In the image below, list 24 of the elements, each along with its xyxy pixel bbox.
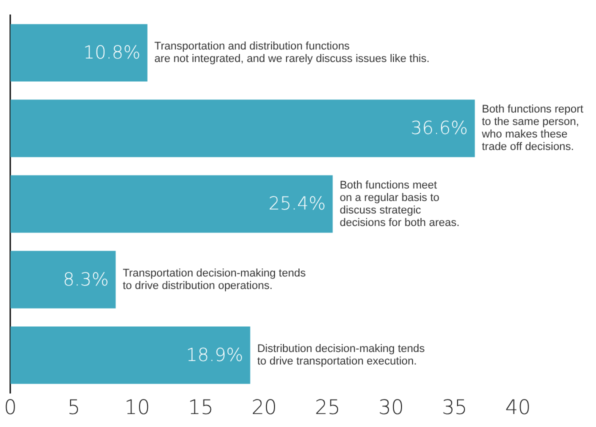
data-label: 10.8% xyxy=(83,42,140,64)
x-tick-label: 40 xyxy=(505,395,531,420)
bar xyxy=(10,326,250,384)
y-tick-label: Both functions meet on a regular basis to discuss strategic decisions for both areas. xyxy=(340,179,460,229)
y-tick-label: Both functions report to the same person, who makes these trade off decisions. xyxy=(480,104,584,154)
x-tick-label: 15 xyxy=(188,395,214,420)
bar xyxy=(10,24,148,82)
bar xyxy=(10,250,116,308)
x-tick-label: 35 xyxy=(442,395,468,420)
x-tick-label: 20 xyxy=(251,395,277,420)
data-label: 25.4% xyxy=(268,194,326,215)
bar xyxy=(10,175,333,233)
x-tick-label: 5 xyxy=(67,395,80,420)
x-tick-label: 10 xyxy=(124,395,150,420)
y-tick-label: Transportation decision-making tends to drive distribution operations. xyxy=(122,267,306,292)
x-tick-label: 0 xyxy=(4,395,17,420)
y-tick-label: Transportation and distribution functions are not integrated, and we rarely discuss issues like this. xyxy=(154,40,430,66)
bar xyxy=(10,100,475,158)
x-tick-label: 30 xyxy=(378,395,404,420)
data-label: 36.6% xyxy=(410,118,468,140)
x-tick-label: 25 xyxy=(314,395,340,420)
data-label: 8.3% xyxy=(62,269,109,290)
data-label: 18.9% xyxy=(186,344,244,366)
y-tick-label: Distribution decision-making tends to drive transportation execution. xyxy=(257,342,426,368)
